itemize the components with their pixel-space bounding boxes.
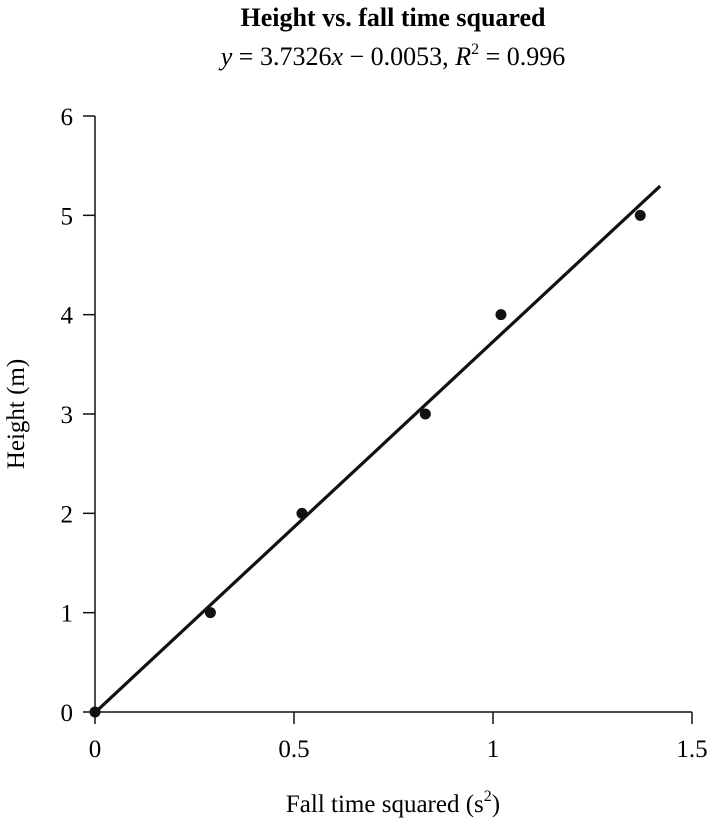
y-tick-label: 0: [61, 700, 74, 727]
fit-equation: y = 3.7326x − 0.0053, R2 = 0.996: [218, 41, 566, 71]
x-tick-label: 0.5: [278, 736, 309, 763]
y-tick-label: 2: [61, 501, 74, 528]
data-point: [296, 507, 308, 519]
data-points: [89, 209, 646, 718]
data-point: [495, 309, 507, 321]
fit-equation-y: y: [218, 42, 233, 71]
x-axis-label-text: Fall time squared (s: [286, 791, 484, 818]
data-point: [204, 607, 216, 619]
y-tick-label: 3: [61, 402, 74, 429]
fit-equation-r: R: [454, 42, 471, 71]
fit-equation-x: x: [330, 42, 343, 71]
chart-title: Height vs. fall time squared: [240, 3, 546, 32]
ticks: 0 0.5 1 1.5 0 1 2 3 4 5 6: [61, 104, 708, 763]
data-point: [634, 209, 646, 221]
fit-equation-intercept: − 0.0053,: [343, 42, 455, 71]
y-tick-label: 1: [61, 601, 74, 628]
fit-equation-r-superscript: 2: [471, 41, 479, 58]
data-point: [419, 408, 431, 420]
x-tick-label: 0: [89, 736, 102, 763]
regression-line: [93, 184, 662, 714]
x-axis-label: Fall time squared (s2): [286, 788, 500, 818]
x-axis-label-superscript: 2: [484, 788, 492, 805]
fit-equation-coefficient: = 3.7326: [232, 42, 331, 71]
data-point: [89, 706, 101, 718]
y-tick-label: 4: [61, 303, 74, 330]
x-tick-label: 1: [487, 736, 500, 763]
x-axis-label-close: ): [492, 791, 500, 818]
axes: [94, 116, 692, 713]
x-tick-label: 1.5: [676, 736, 707, 763]
y-tick-label: 6: [61, 104, 74, 131]
y-tick-label: 5: [61, 203, 74, 230]
fit-equation-r-value: = 0.996: [479, 42, 565, 71]
y-axis-label: Height (m): [3, 359, 30, 469]
